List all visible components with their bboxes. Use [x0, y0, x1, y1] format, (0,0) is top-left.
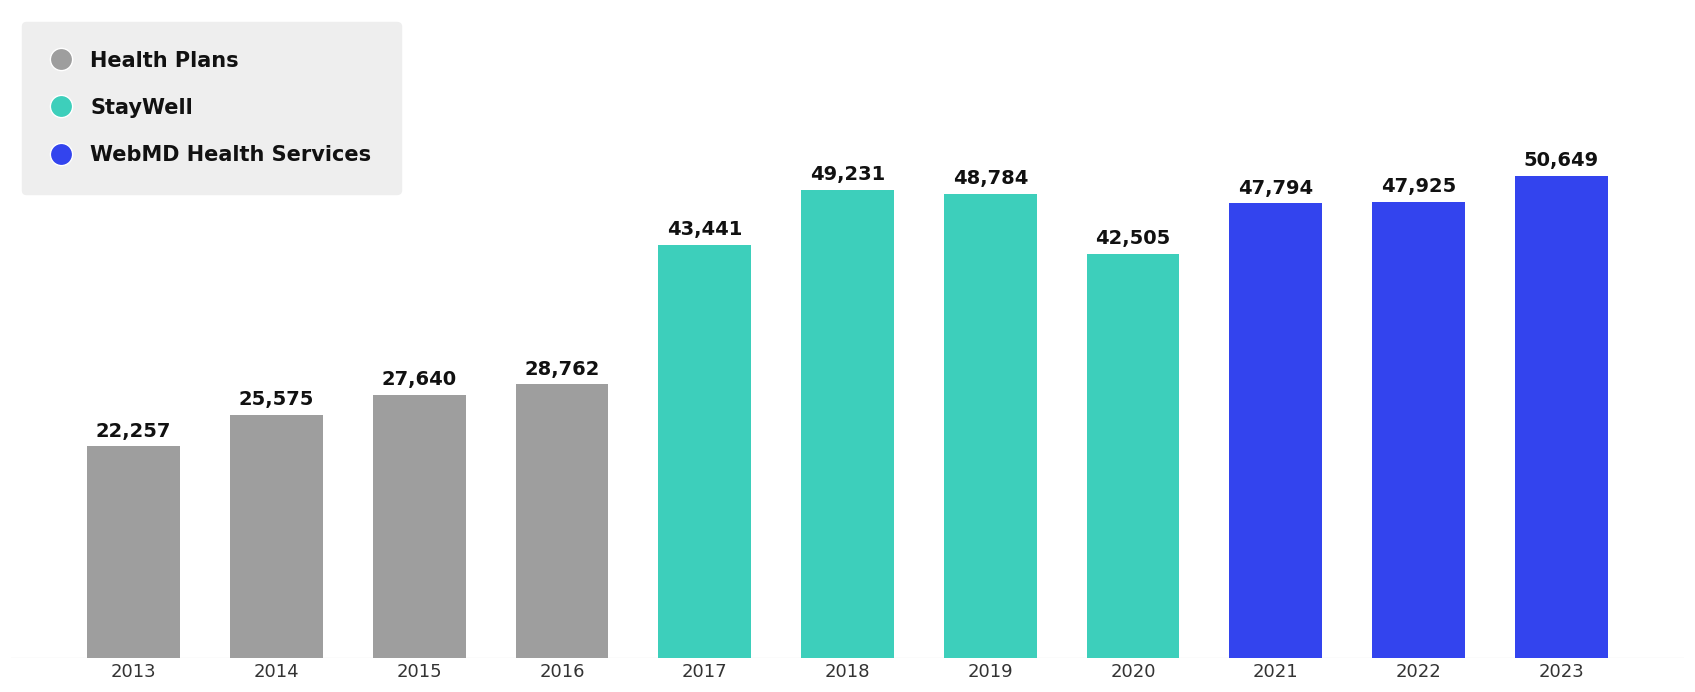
Text: 43,441: 43,441 [668, 220, 742, 239]
Text: 22,257: 22,257 [97, 421, 171, 441]
Bar [1229, 203, 1322, 658]
Bar [515, 384, 609, 658]
Text: 49,231: 49,231 [810, 165, 885, 184]
Bar [802, 190, 893, 658]
Bar [1086, 254, 1180, 658]
Bar [231, 415, 322, 658]
Bar [944, 194, 1037, 658]
Text: 50,649: 50,649 [1524, 152, 1598, 170]
Bar [658, 245, 751, 658]
Text: 42,505: 42,505 [1095, 229, 1171, 248]
Text: 27,640: 27,640 [381, 370, 456, 390]
Legend: Health Plans, StayWell, WebMD Health Services: Health Plans, StayWell, WebMD Health Ser… [22, 21, 400, 194]
Text: 47,794: 47,794 [1239, 179, 1314, 198]
Bar [86, 446, 180, 658]
Text: 48,784: 48,784 [953, 170, 1027, 188]
Bar [1373, 202, 1464, 658]
Text: 25,575: 25,575 [239, 390, 314, 409]
Text: 28,762: 28,762 [524, 360, 600, 379]
Text: 47,925: 47,925 [1381, 177, 1456, 197]
Bar [373, 395, 466, 658]
Bar [1515, 176, 1609, 658]
